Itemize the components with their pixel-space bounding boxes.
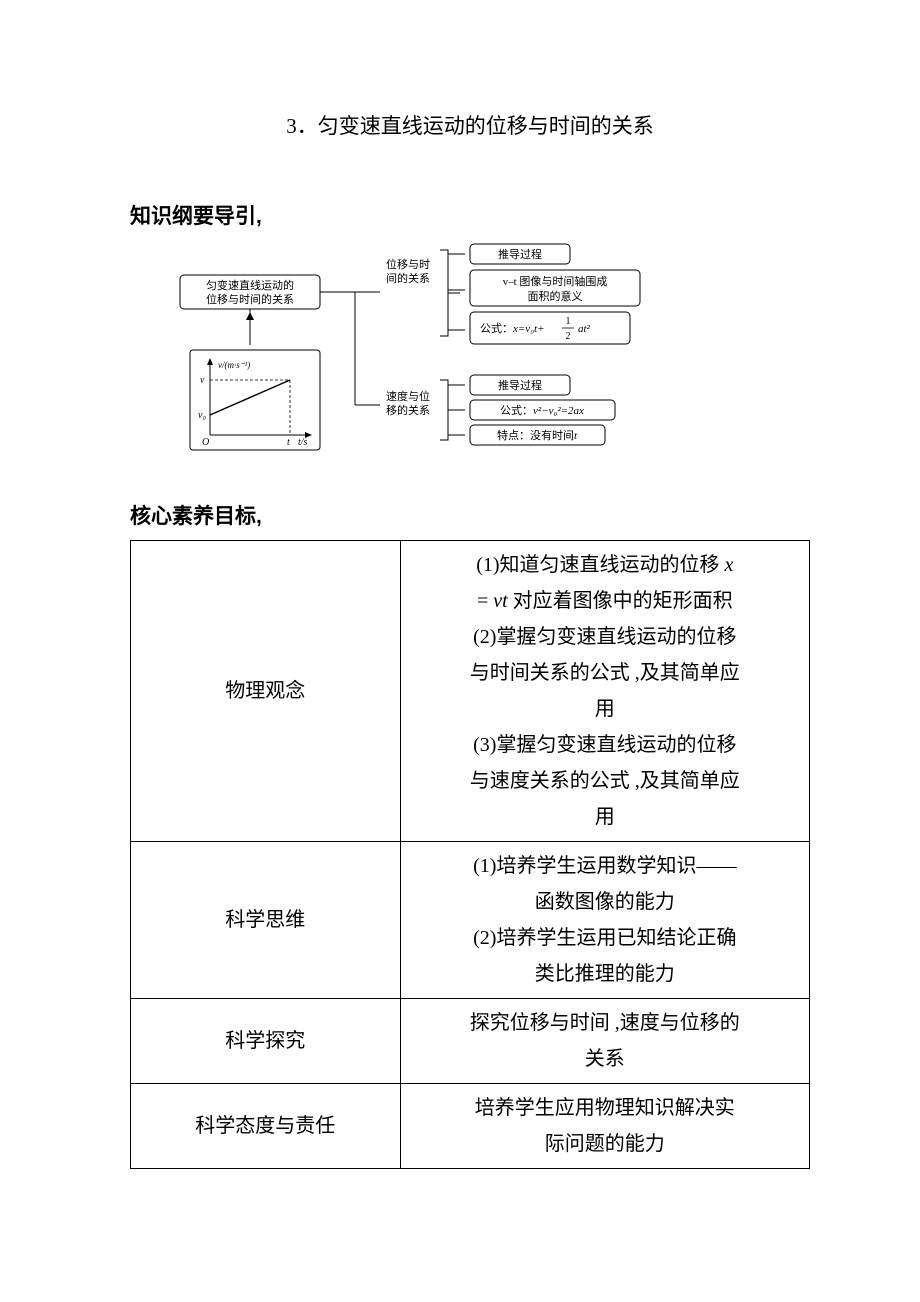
b1-item1: 推导过程 (498, 247, 542, 261)
svg-text:2: 2 (566, 331, 571, 342)
page-title: 3．匀变速直线运动的位移与时间的关系 (130, 110, 810, 140)
svg-text:1: 1 (566, 316, 571, 327)
svg-text:at²: at² (578, 323, 591, 335)
graph-y-label: v/(m·s⁻¹) (218, 360, 250, 370)
svg-text:间的关系: 间的关系 (386, 271, 430, 285)
svg-text:位移与时间的关系: 位移与时间的关系 (206, 292, 294, 306)
diagram-root-box: 匀变速直线运动的 (206, 278, 294, 292)
objective-label: 科学探究 (131, 999, 401, 1084)
heading-core-objectives: 核心素养目标, (130, 500, 810, 530)
objectives-table: 物理观念(1)知道匀速直线运动的位移 x= vt 对应着图像中的矩形面积(2)掌… (130, 540, 810, 1169)
b2-item1: 推导过程 (498, 378, 542, 392)
graph-xtick-t: t (287, 437, 290, 448)
b1-item3: 公式：x=v₀t+ (480, 322, 545, 335)
objective-label: 科学思维 (131, 842, 401, 999)
b1-item2-l1: v–t 图像与时间轴围成 (503, 274, 608, 288)
graph-ytick-v0: v₀ (198, 410, 206, 421)
objective-desc: (1)培养学生运用数学知识——函数图像的能力(2)培养学生运用已知结论正确类比推… (400, 842, 809, 999)
svg-text:移的关系: 移的关系 (386, 403, 430, 417)
branch2-label: 速度与位 (386, 389, 430, 403)
b2-item2: 公式：v²−v₀²=2ax (500, 404, 584, 417)
table-row: 科学态度与责任培养学生应用物理知识解决实际问题的能力 (131, 1084, 810, 1169)
table-row: 物理观念(1)知道匀速直线运动的位移 x= vt 对应着图像中的矩形面积(2)掌… (131, 541, 810, 842)
objective-label: 科学态度与责任 (131, 1084, 401, 1169)
objective-desc: 培养学生应用物理知识解决实际问题的能力 (400, 1084, 809, 1169)
graph-x-label: t/s (298, 437, 308, 448)
objective-desc: (1)知道匀速直线运动的位移 x= vt 对应着图像中的矩形面积(2)掌握匀变速… (400, 541, 809, 842)
table-row: 科学思维(1)培养学生运用数学知识——函数图像的能力(2)培养学生运用已知结论正… (131, 842, 810, 999)
concept-diagram: 匀变速直线运动的 位移与时间的关系 v/(m·s⁻¹) v v₀ O t (170, 240, 680, 470)
b1-item2-l2: 面积的意义 (528, 289, 583, 303)
objective-label: 物理观念 (131, 541, 401, 842)
b2-item3: 特点：没有时间t (497, 428, 578, 442)
branch1-label: 位移与时 (386, 257, 430, 271)
objective-desc: 探究位移与时间 ,速度与位移的关系 (400, 999, 809, 1084)
table-row: 科学探究探究位移与时间 ,速度与位移的关系 (131, 999, 810, 1084)
graph-ytick-v: v (200, 375, 205, 386)
heading-knowledge-outline: 知识纲要导引, (130, 200, 810, 230)
graph-origin: O (202, 437, 209, 448)
